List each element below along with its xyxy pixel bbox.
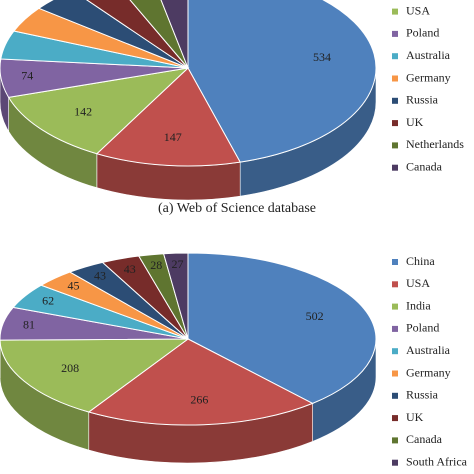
value-label: 142 — [74, 104, 92, 118]
value-label: 502 — [306, 309, 324, 323]
value-label: 266 — [190, 392, 208, 406]
value-label: 43 — [94, 269, 106, 283]
legend-label: Poland — [406, 321, 439, 335]
legend-marker — [392, 75, 398, 82]
legend-marker — [392, 348, 398, 355]
slice — [7, 67, 190, 155]
legend-marker — [392, 8, 398, 15]
legend-marker — [392, 142, 398, 149]
pie: 534 147 142 74 — [0, 0, 377, 201]
slice — [129, 0, 189, 69]
slice — [37, 0, 189, 69]
legend-label: UK — [406, 410, 424, 424]
legend-label: Germany — [406, 365, 451, 379]
value-label: 534 — [313, 50, 331, 64]
legend-label: South Africa — [406, 454, 468, 468]
legend-marker — [392, 303, 398, 310]
slice — [160, 0, 189, 69]
legend-label: Germany — [406, 70, 451, 84]
legend-marker — [392, 259, 398, 265]
legend-marker — [392, 392, 398, 399]
legend-marker — [392, 415, 398, 422]
slice — [0, 338, 190, 413]
value-label: 208 — [61, 361, 79, 375]
legend-marker — [392, 281, 398, 288]
legend-label: Netherlands — [406, 137, 464, 151]
value-label: 74 — [21, 69, 33, 83]
value-label: 27 — [171, 257, 183, 271]
value-label: 81 — [23, 317, 35, 331]
legend-label: Canada — [406, 159, 443, 173]
legend-label: Australia — [406, 48, 451, 62]
pie: 502 266 208 81 62 45 43 43 28 27 — [0, 252, 377, 464]
legend-marker — [392, 370, 398, 377]
value-label: 45 — [67, 279, 79, 293]
legend-marker — [392, 120, 398, 127]
value-label: 62 — [42, 294, 54, 308]
legend-marker — [392, 164, 398, 171]
legend-label: USA — [406, 3, 430, 17]
legend-label: India — [406, 298, 431, 312]
slice — [187, 252, 377, 404]
legend-label: Australia — [406, 343, 451, 357]
legend-label: Poland — [406, 26, 439, 40]
legend-marker — [392, 30, 398, 37]
legend-marker — [392, 53, 398, 60]
legend-marker — [392, 437, 398, 444]
slice — [95, 67, 241, 167]
value-label: 147 — [164, 130, 182, 144]
legend-label: UK — [406, 115, 424, 129]
slice — [162, 252, 189, 340]
legend-label: China — [406, 254, 435, 268]
slice — [187, 0, 377, 163]
slice — [87, 338, 314, 426]
legend-label: Russia — [406, 388, 439, 402]
value-label: 28 — [150, 258, 162, 272]
legend-label: Canada — [406, 432, 443, 446]
caption: (a) Web of Science database — [158, 201, 316, 216]
value-label: 43 — [124, 262, 136, 276]
slice — [86, 0, 189, 69]
legend-label: USA — [406, 276, 430, 290]
legend-marker — [392, 325, 398, 332]
legend-marker — [392, 97, 398, 104]
legend-marker — [392, 459, 398, 466]
legend-label: Russia — [406, 93, 439, 107]
